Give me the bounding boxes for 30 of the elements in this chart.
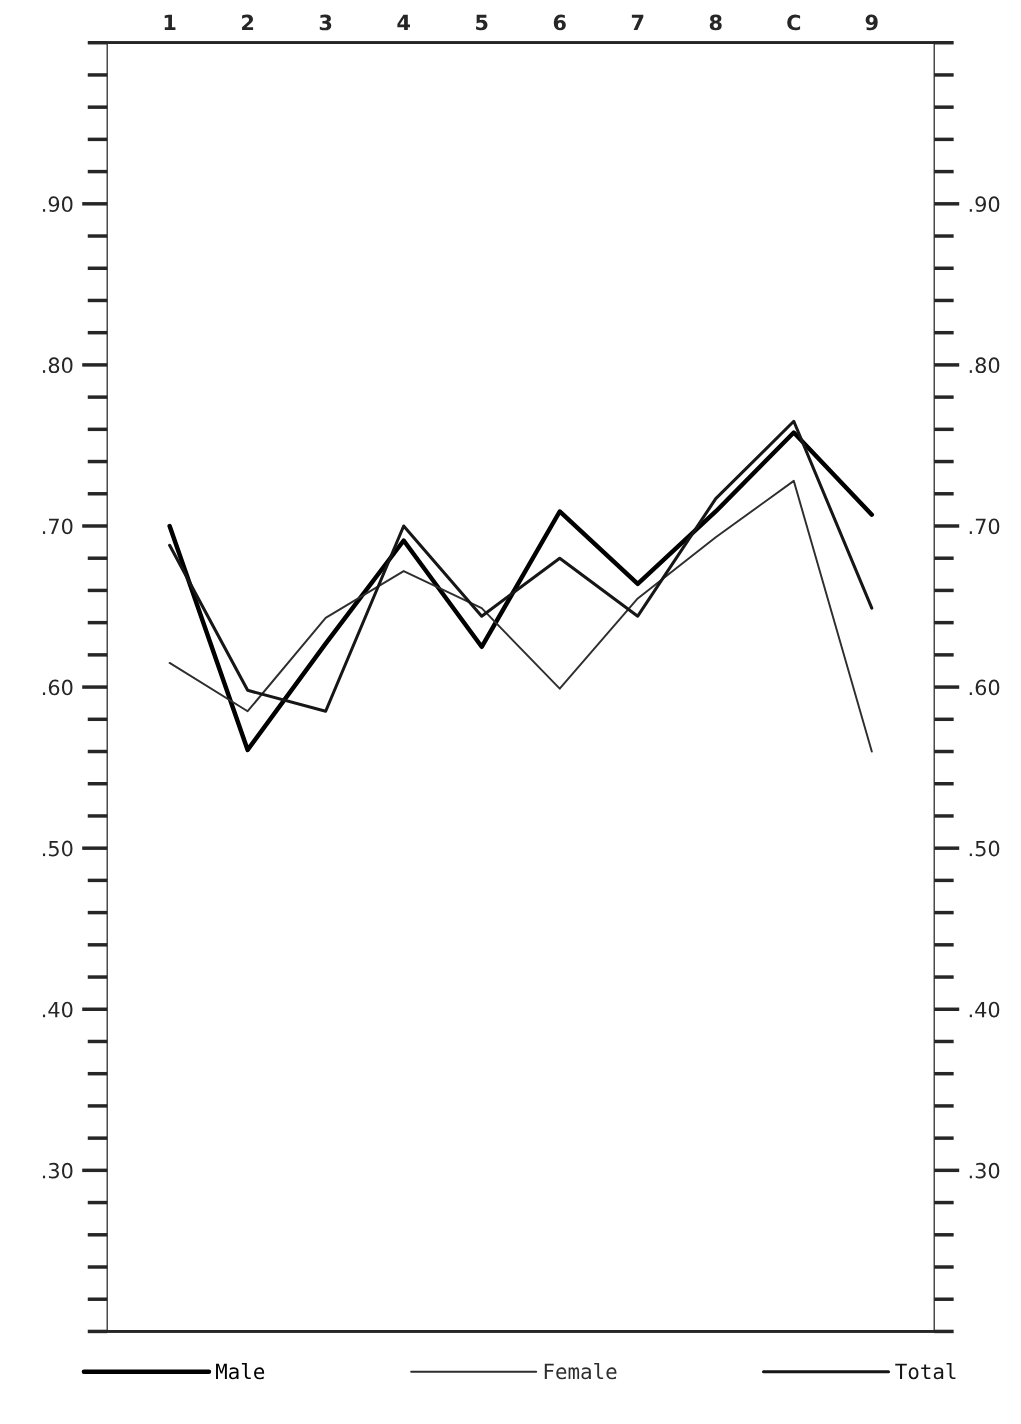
y2-tick-label: .90 [969,196,1000,213]
y2-tick-label: .70 [969,518,1000,535]
line-series [167,430,875,753]
x-tick-label: 3 [319,14,332,31]
y-tick-label: .50 [42,840,73,857]
y2-tick-label: .60 [969,679,1000,696]
y2-tick-label: .40 [969,1001,1000,1018]
x-tick-label: C [787,14,801,31]
x-tick-label: 2 [242,14,254,31]
text: Female [544,1363,617,1380]
y-tick-label: .70 [42,518,73,535]
text: Male [216,1363,265,1380]
text: Total [895,1363,956,1380]
y-tick-label: .30 [42,1162,73,1179]
y2-tick-label: .50 [969,840,1000,857]
x-tick-label: 9 [865,14,878,31]
x-tick-label: 4 [397,14,410,31]
line-series [168,419,874,713]
y2-tick-label: .30 [969,1162,1000,1179]
x-tick-label: 7 [631,14,644,31]
x-tick-label: 1 [164,14,176,31]
y-tick-label: .60 [42,679,73,696]
y-tick-label: .80 [42,357,73,374]
x-tick-label: 5 [476,14,488,31]
line-series [168,479,873,753]
x-tick-label: 6 [553,14,566,31]
x-tick-label: 8 [709,14,722,31]
y-tick-label: .40 [42,1001,73,1018]
y-tick-label: .90 [42,196,73,213]
y2-tick-label: .80 [969,357,1000,374]
